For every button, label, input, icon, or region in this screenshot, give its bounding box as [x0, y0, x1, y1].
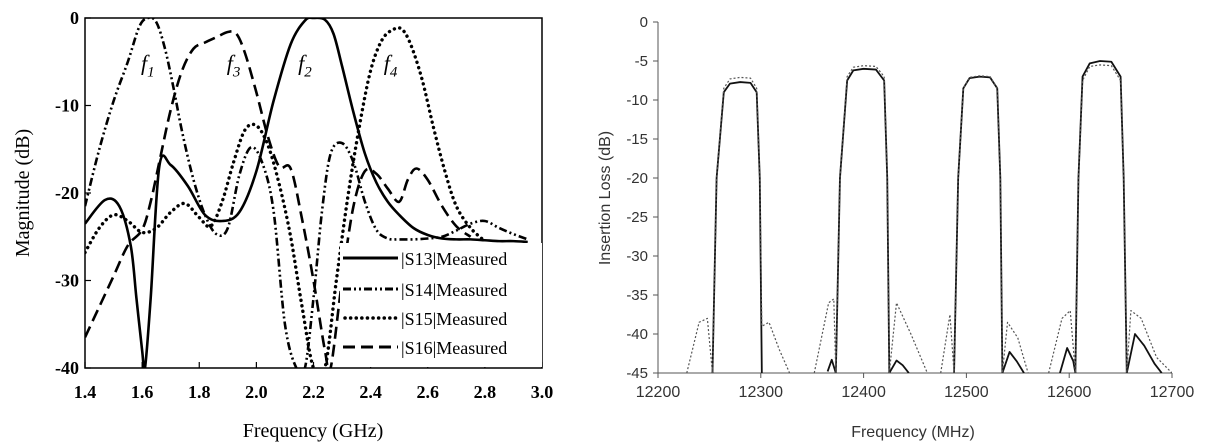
right-chart: 0-5-10-15-20-25-30-35-40-45 12200 12300 12…	[597, 14, 1194, 441]
left-y-tick-label: -40	[55, 358, 79, 378]
right-solid-curve-5	[826, 358, 837, 373]
legend-entry-s15: |S15|Measured	[343, 309, 507, 329]
right-y-ticks: 0 -5 -10 -15 -20 -25 -30 -35 -40 -45	[626, 14, 658, 382]
left-chart: 0 -10 -20 -30 -40 1.4 1.6 1.8 2.0 2.2 2.4 2.6 2.8 3.…	[12, 8, 553, 442]
left-x-tick-label: 1.6	[131, 382, 154, 402]
right-x-tick-label: 12700	[1150, 384, 1195, 401]
legend-entry-s16: |S16|Measured	[343, 338, 507, 358]
legend-label-s13: |S13|Measured	[401, 249, 507, 269]
right-y-tick-label: -25	[626, 209, 648, 226]
right-dotted-curve-3	[940, 75, 1029, 373]
right-y-tick-label: 0	[640, 14, 648, 31]
left-x-tick-label: 2.2	[302, 382, 325, 402]
left-y-axis-title: Magnitude (dB)	[12, 129, 34, 257]
left-x-tick-label: 2.0	[245, 382, 268, 402]
right-solid-curve-7	[1001, 351, 1025, 373]
left-x-tick-label: 2.6	[417, 382, 440, 402]
frequency-annotation: f1	[141, 51, 155, 81]
right-y-tick-label: -45	[626, 365, 648, 382]
right-solid-curve-6	[888, 359, 910, 373]
right-y-tick-label: -15	[626, 131, 648, 148]
right-y-tick-label: -35	[626, 287, 648, 304]
left-y-tick-label: 0	[70, 8, 79, 28]
left-x-tick-label: 1.4	[74, 382, 97, 402]
left-y-tick-label: -20	[55, 183, 79, 203]
left-series-line-1	[85, 18, 528, 368]
right-x-tick-label: 12400	[841, 384, 886, 401]
frequency-annotation: f3	[227, 51, 241, 81]
left-series-line-3	[85, 26, 487, 368]
frequency-annotation: f4	[384, 51, 398, 81]
right-solid-curve-2	[834, 67, 891, 373]
left-x-tick-label: 2.8	[474, 382, 497, 402]
left-y-tick-label: -10	[55, 96, 79, 116]
legend-entry-s14: |S14|Measured	[343, 280, 507, 300]
right-x-tick-label: 12300	[739, 384, 784, 401]
right-dotted-curve-1	[686, 76, 791, 373]
left-y-ticks: 0 -10 -20 -30 -40	[55, 8, 91, 378]
right-solid-curve-9	[1125, 333, 1163, 373]
right-y-axis-title: Insertion Loss (dB)	[597, 131, 614, 265]
left-legend: |S13|Measured |S14|Measured |S15|Measure…	[340, 243, 542, 367]
legend-label-s15: |S15|Measured	[401, 309, 507, 329]
right-dotted-curve-4	[1048, 64, 1172, 373]
right-y-tick-label: -10	[626, 92, 648, 109]
right-dotted-curve-2	[813, 65, 928, 373]
left-x-tick-label: 1.8	[188, 382, 211, 402]
legend-label-s14: |S14|Measured	[401, 280, 507, 300]
left-x-tick-label: 3.0	[531, 382, 554, 402]
left-y-tick-label: -30	[55, 271, 79, 291]
right-series-group	[686, 60, 1172, 373]
frequency-annotation: f2	[298, 51, 312, 81]
right-y-tick-label: -30	[626, 248, 648, 265]
right-x-tick-label: 12500	[944, 384, 989, 401]
right-solid-curve-4	[1074, 60, 1128, 373]
right-x-tick-label: 12600	[1047, 384, 1092, 401]
legend-background	[340, 243, 542, 367]
right-x-axis-title: Frequency (MHz)	[851, 424, 975, 441]
legend-label-s16: |S16|Measured	[401, 338, 507, 358]
right-solid-curve-1	[711, 81, 763, 373]
right-y-tick-label: -40	[626, 326, 648, 343]
left-series-line-4	[85, 30, 472, 368]
right-x-ticks: 12200 12300 12400 12500 12600 12700	[636, 373, 1195, 401]
right-y-tick-label: -5	[635, 53, 648, 70]
legend-entry-s13: |S13|Measured	[343, 249, 507, 269]
left-x-axis-title: Frequency (GHz)	[243, 420, 384, 442]
right-y-tick-label: -20	[626, 170, 648, 187]
left-x-ticks: 1.4 1.6 1.8 2.0 2.2 2.4 2.6 2.8 3.0	[74, 362, 554, 402]
left-series-group	[85, 18, 529, 368]
left-x-tick-label: 2.4	[359, 382, 382, 402]
right-x-tick-label: 12200	[636, 384, 681, 401]
